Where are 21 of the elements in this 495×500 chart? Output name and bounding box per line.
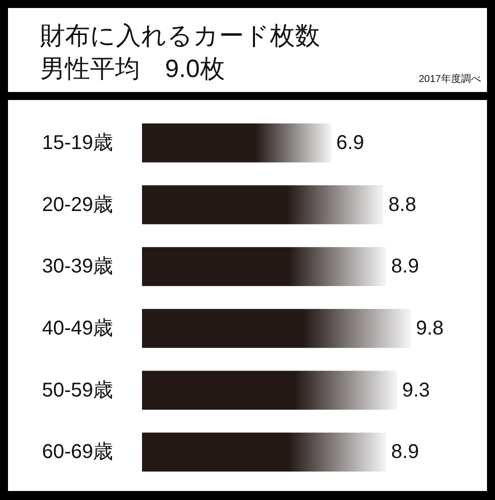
bar (142, 185, 384, 224)
y-tick-label: 15-19歳 (42, 132, 114, 154)
bar (142, 308, 411, 348)
y-tick-label: 60-69歳 (42, 441, 114, 464)
chart-subtitle: 男性平均 9.0枚 (40, 54, 225, 84)
data-label: 8.8 (388, 194, 416, 216)
text: 2017年度調べ (418, 74, 481, 86)
y-tick-label: 50-59歳 (42, 379, 114, 402)
data-label: 9.3 (402, 379, 430, 402)
bar (142, 432, 386, 472)
data-label: 6.9 (336, 132, 364, 154)
y-tick-label: 40-49歳 (42, 317, 114, 340)
y-tick-label: 20-29歳 (42, 194, 114, 216)
data-label: 8.9 (391, 256, 419, 278)
data-label: 8.9 (391, 441, 419, 464)
y-tick-label: 30-39歳 (42, 256, 114, 278)
bar (142, 123, 332, 162)
bar (142, 247, 386, 286)
data-label: 9.8 (416, 317, 444, 340)
chart-title: 財布に入れるカード枚数 (40, 21, 320, 51)
bar (142, 370, 398, 410)
